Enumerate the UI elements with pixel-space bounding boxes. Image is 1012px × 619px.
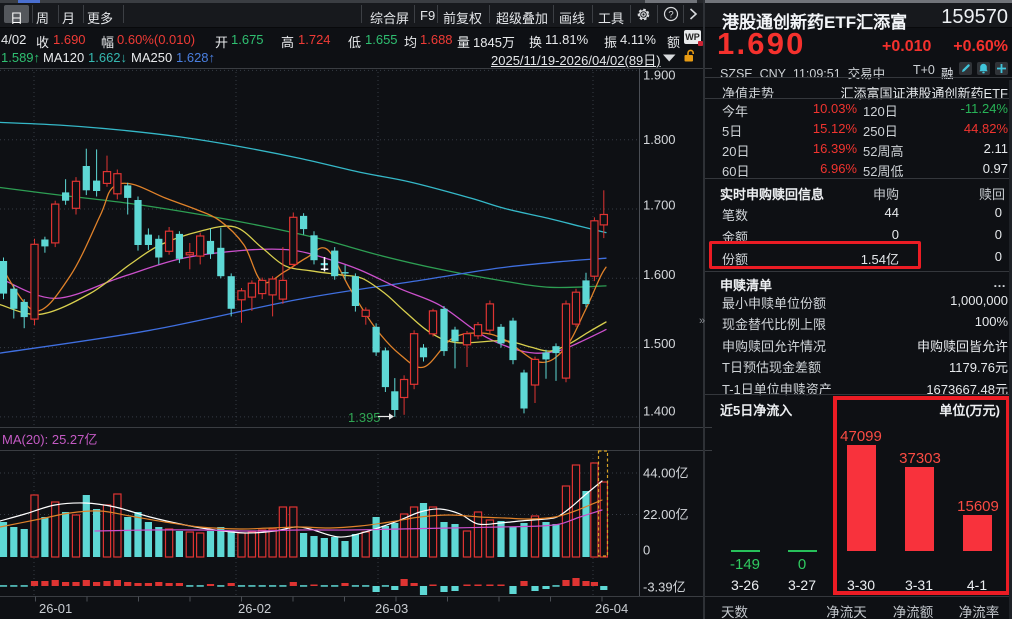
svg-text:26-01: 26-01 <box>39 601 72 616</box>
svg-text:1.900: 1.900 <box>643 68 676 83</box>
svg-text:44.00亿: 44.00亿 <box>643 466 689 481</box>
svg-text:26-03: 26-03 <box>375 601 408 616</box>
svg-text:22.00亿: 22.00亿 <box>643 507 689 522</box>
svg-text:1.800: 1.800 <box>643 132 676 147</box>
svg-text:1.700: 1.700 <box>643 198 676 213</box>
svg-text:26-04: 26-04 <box>595 601 628 616</box>
svg-text:0: 0 <box>643 543 650 558</box>
svg-text:1.395: 1.395 <box>348 410 381 425</box>
svg-text:1.400: 1.400 <box>643 403 676 418</box>
svg-text:-3.39亿: -3.39亿 <box>643 580 686 595</box>
svg-text:26-02: 26-02 <box>238 601 271 616</box>
svg-text:MA(20): 25.27亿: MA(20): 25.27亿 <box>2 432 97 447</box>
svg-text:?: ? <box>668 10 673 21</box>
svg-text:1.500: 1.500 <box>643 336 676 351</box>
svg-text:1.600: 1.600 <box>643 267 676 282</box>
